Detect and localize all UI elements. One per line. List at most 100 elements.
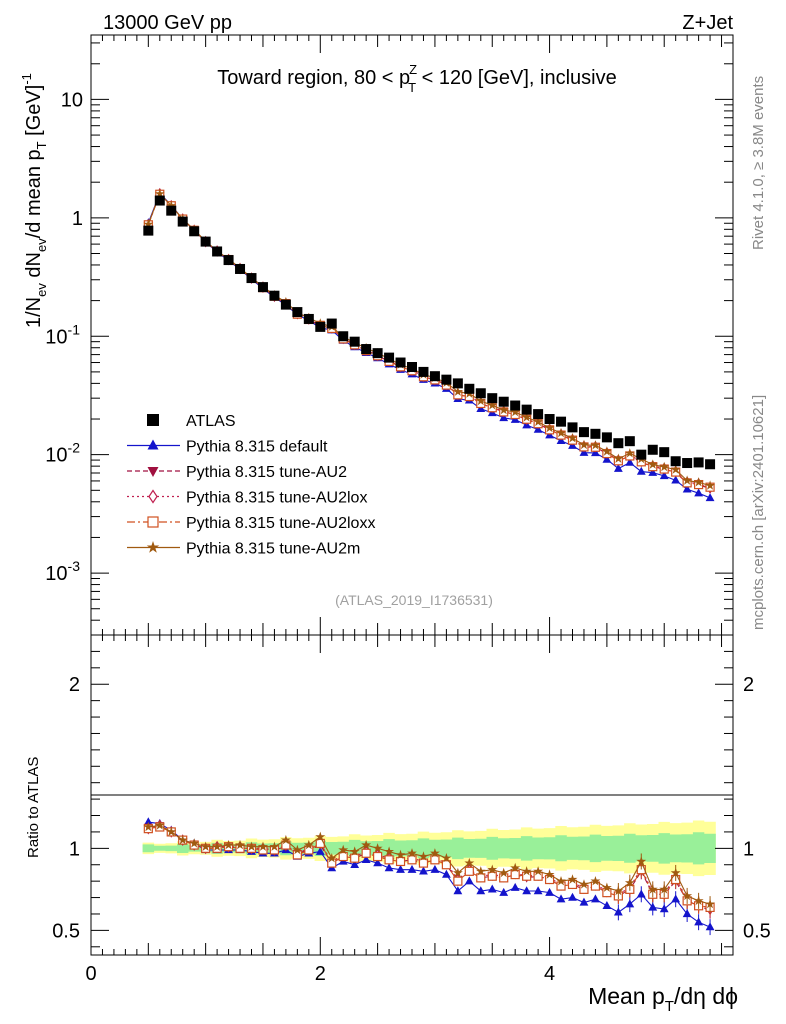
series-point [590, 440, 601, 450]
series-point [613, 453, 624, 463]
y-tick-base: 10 [61, 89, 83, 111]
ratio-point [591, 894, 600, 903]
series-point [544, 422, 555, 433]
title-sub: T [408, 80, 416, 95]
ratio-point [705, 922, 715, 931]
series-point [705, 480, 715, 490]
atlas-point [212, 246, 223, 257]
series-point [694, 488, 704, 497]
atlas-point [624, 436, 635, 447]
series-point [659, 461, 670, 472]
atlas-point [235, 263, 246, 274]
atlas-point [257, 282, 268, 293]
y-tick-label: 10-2 [45, 440, 80, 467]
atlas-point [200, 236, 211, 247]
ratio-point [361, 848, 371, 858]
ratio-point [475, 866, 486, 876]
y-tick-label: 1 [72, 208, 83, 230]
atlas-point [693, 457, 704, 468]
ratio-point [384, 855, 394, 865]
atlas-point [441, 374, 452, 385]
series-point [682, 475, 693, 485]
y-tick-label: 10-3 [45, 558, 80, 585]
series-point [510, 406, 521, 417]
atlas-point [647, 444, 658, 455]
ratio-point [143, 821, 154, 832]
ratio-point [441, 869, 451, 878]
atlas-point [166, 205, 177, 216]
ratio-point [430, 848, 440, 858]
series-point [533, 416, 544, 427]
ratio-panel: 0.5 1 2 0.5 1 2 0 2 4 Ratio to ATLAS [25, 634, 771, 985]
legend-marker-atlas [147, 414, 159, 426]
series-point [705, 493, 715, 502]
y-tick-exp: -2 [68, 440, 81, 456]
legend-label: Pythia 8.315 tune-AU2 [186, 464, 347, 481]
ratio-point [452, 867, 463, 878]
ratio-point [671, 894, 681, 903]
rivet-version: Rivet 4.1.0, ≥ 3.8M events [750, 76, 767, 250]
series-point [579, 439, 589, 450]
atlas-point [498, 396, 509, 407]
legend-label-atlas: ATLAS [186, 413, 236, 430]
atlas-point [510, 400, 521, 411]
ratio-point [212, 841, 223, 851]
ratio-point [636, 856, 647, 866]
legend-marker [147, 467, 159, 477]
ratio-point [373, 851, 383, 862]
ratio-point [579, 879, 589, 889]
ratio-point [350, 853, 360, 863]
series-point [625, 457, 635, 466]
ratio-tick-label-right: 2 [743, 674, 754, 696]
ratio-point [545, 887, 554, 896]
ratio-point [670, 867, 681, 878]
ratio-point [430, 855, 440, 865]
legend: ATLAS Pythia 8.315 default Pythia 8.315 tu… [127, 413, 375, 558]
atlas-point [659, 447, 670, 458]
ratio-point [419, 866, 428, 875]
legend-label: Pythia 8.315 default [186, 439, 328, 456]
ratio-point [189, 838, 200, 848]
ratio-point [384, 863, 394, 872]
legend-marker [148, 489, 158, 504]
ratio-point [510, 862, 521, 873]
series-point [647, 459, 658, 469]
y-tick-label: 10-1 [45, 321, 80, 348]
ratio-point [395, 849, 406, 860]
ratio-point [499, 887, 509, 896]
ratio-point [453, 876, 463, 886]
y-tick-base: 10 [45, 445, 67, 467]
ratio-point [315, 846, 325, 855]
atlas-point [326, 318, 337, 329]
ratio-point [453, 886, 463, 895]
atlas-point [452, 378, 463, 389]
ratio-point [143, 817, 153, 826]
legend-marker [147, 516, 159, 528]
ratio-point [556, 881, 566, 891]
atlas-point [361, 344, 372, 355]
y-axis-label: 1/Nev dNev/d mean pT [GeV]-1 [19, 73, 49, 328]
atlas-point [315, 321, 326, 332]
atlas-point [556, 416, 567, 427]
ratio-point [590, 876, 601, 886]
band-inner [142, 832, 716, 865]
atlas-point [177, 216, 188, 227]
ratio-tick-label-right: 0.5 [743, 920, 771, 942]
ratio-point [510, 869, 520, 880]
series-point [475, 395, 486, 406]
ratio-point [372, 843, 383, 853]
title-part-b: < 120 [GeV], inclusive [416, 67, 617, 89]
ratio-point [533, 886, 543, 895]
ylabel-ev1: ev [34, 283, 49, 297]
ratio-point [694, 917, 704, 926]
series-point [154, 188, 165, 198]
ratio-point [659, 884, 670, 894]
ratio-point [166, 826, 177, 837]
legend-label: Pythia 8.315 tune-AU2loxx [186, 515, 375, 532]
ratio-point [487, 864, 498, 874]
ratio-tick-label: 0.5 [52, 920, 80, 942]
series-point [659, 471, 669, 480]
ratio-point [338, 844, 349, 855]
atlas-point [567, 422, 578, 433]
